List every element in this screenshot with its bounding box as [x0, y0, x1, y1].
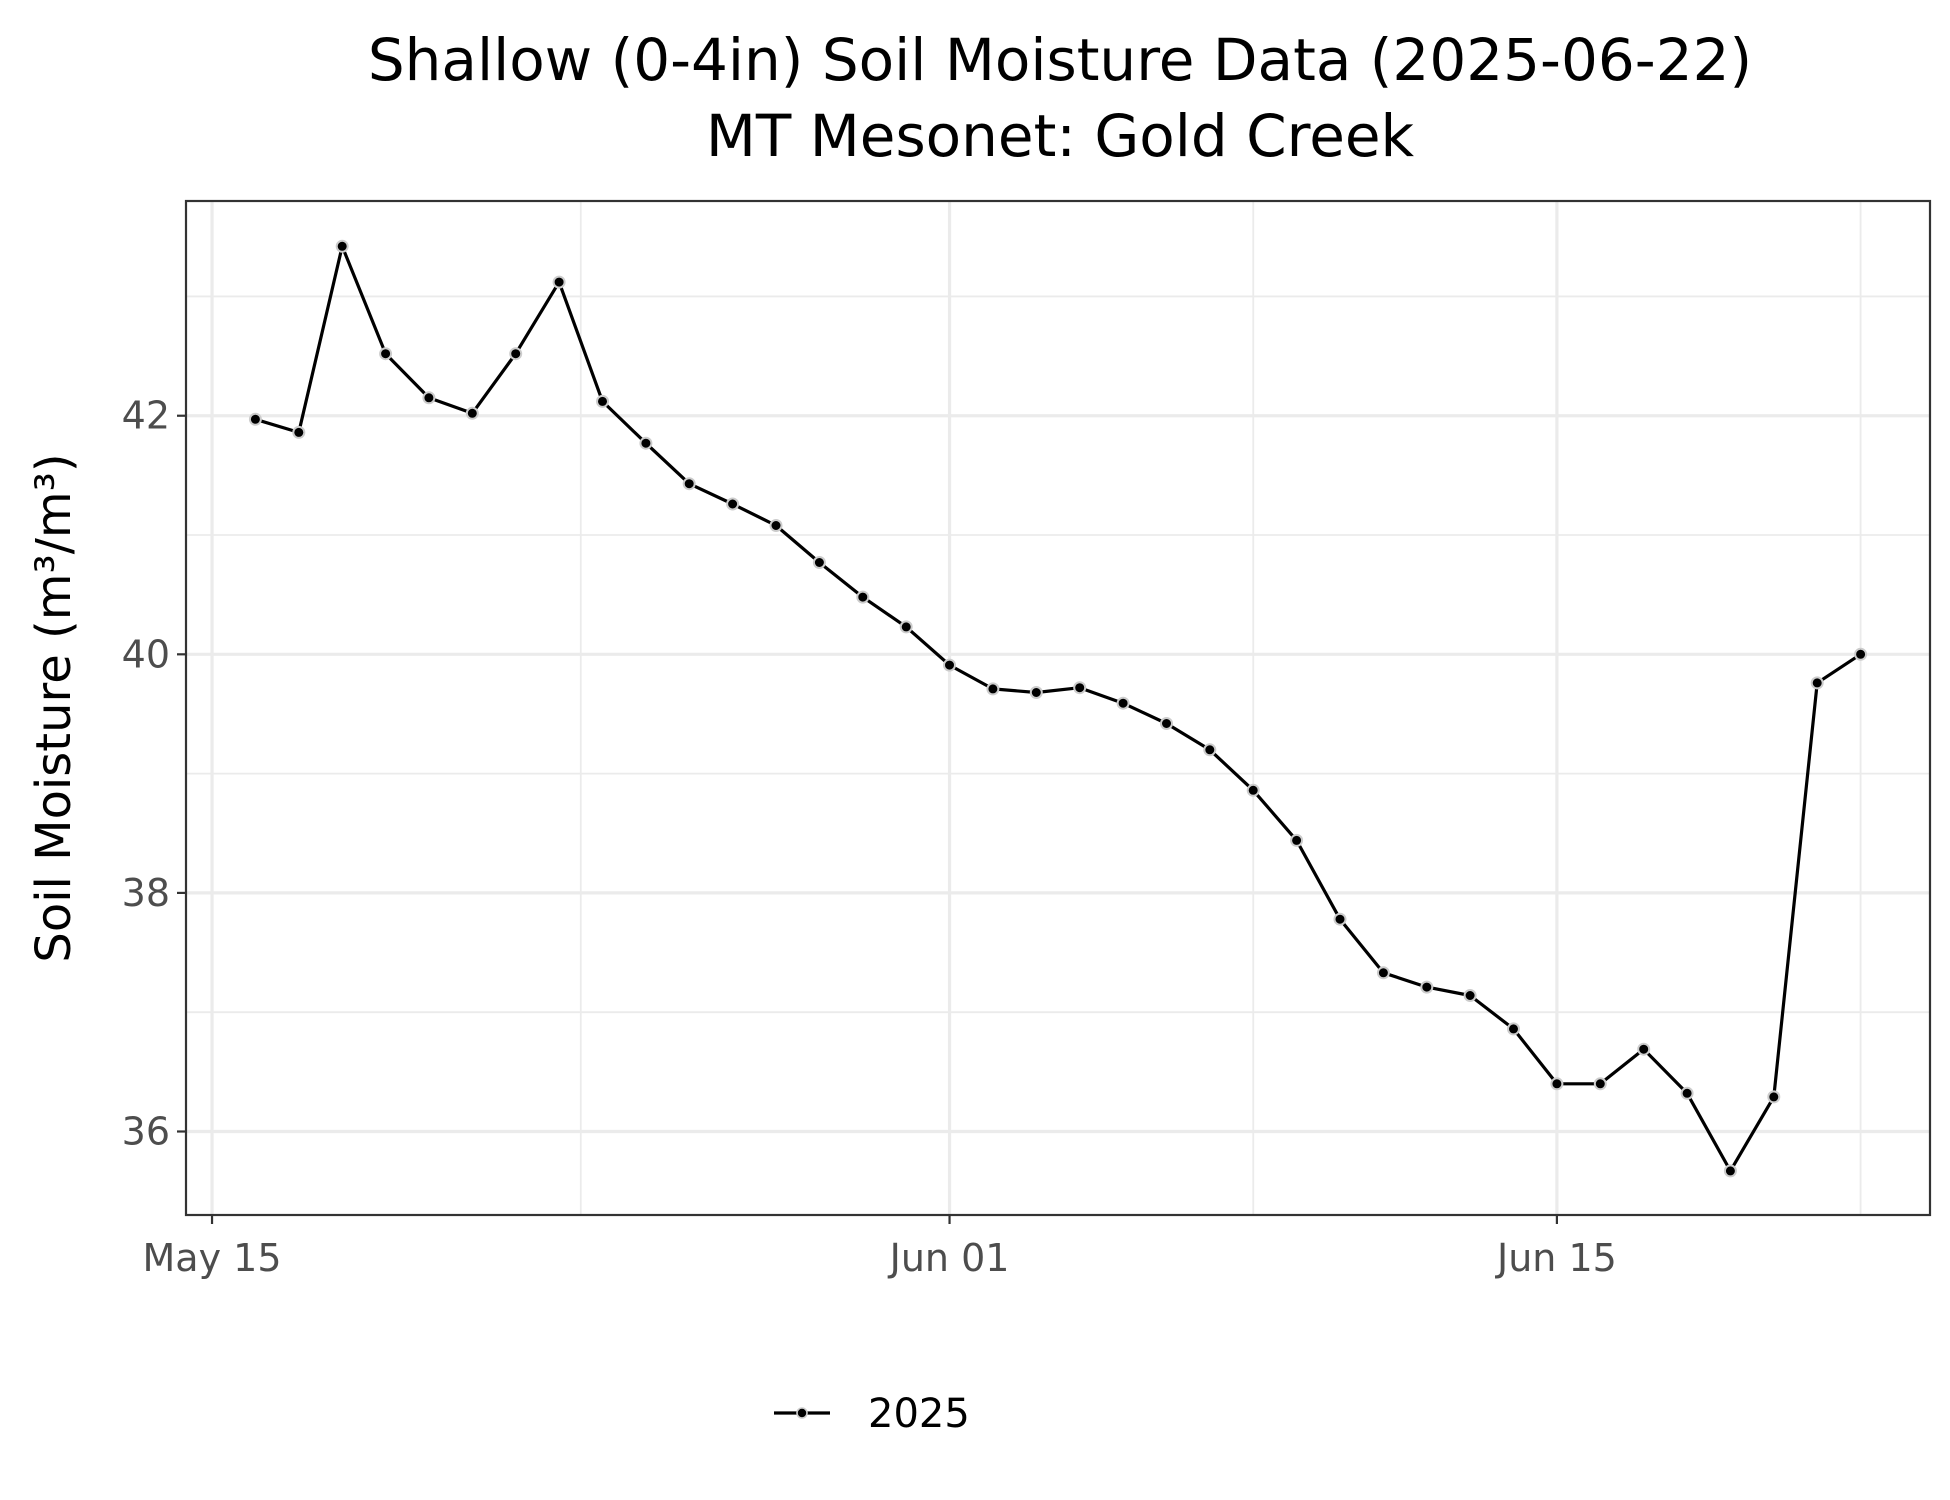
data-point — [552, 275, 566, 289]
chart-title: Shallow (0-4in) Soil Moisture Data (2025… — [368, 26, 1752, 94]
data-point — [682, 477, 696, 491]
y-tick-label: 42 — [122, 394, 170, 438]
data-point — [465, 406, 479, 420]
data-point — [1810, 676, 1824, 690]
data-point — [1029, 686, 1043, 699]
data-point — [812, 556, 826, 569]
legend-point-swatch — [796, 1407, 808, 1419]
data-point — [248, 412, 262, 426]
data-point — [379, 347, 393, 361]
data-point — [1116, 696, 1130, 710]
data-point — [726, 497, 740, 511]
series-line-2025 — [254, 244, 1862, 1173]
data-point — [1246, 783, 1260, 797]
x-tick-label: Jun 01 — [888, 1236, 1010, 1280]
data-point — [509, 347, 523, 361]
y-axis: 36 38 40 42 — [122, 394, 186, 1153]
data-point — [1507, 1022, 1520, 1036]
data-point — [1680, 1086, 1694, 1100]
y-axis-title: Soil Moisture (m³/m³) — [26, 453, 82, 962]
series-layer — [248, 239, 1868, 1178]
data-point — [1290, 833, 1304, 847]
data-point — [1160, 717, 1173, 730]
data-point — [1723, 1164, 1737, 1178]
data-point — [856, 590, 870, 604]
x-axis: May 15 Jun 01 Jun 15 — [143, 1215, 1617, 1280]
data-point — [292, 425, 306, 439]
y-tick-label: 36 — [122, 1109, 170, 1153]
data-point — [1637, 1042, 1651, 1056]
y-tick-label: 38 — [122, 871, 170, 915]
data-point — [986, 682, 1000, 696]
x-tick-label: Jun 15 — [1495, 1236, 1617, 1280]
y-tick-label: 40 — [122, 632, 170, 676]
data-point — [943, 658, 956, 672]
data-point — [1593, 1077, 1607, 1091]
legend: 2025 — [774, 1391, 970, 1437]
x-tick-label: May 15 — [143, 1236, 282, 1280]
data-point — [1333, 912, 1347, 926]
chart-subtitle: MT Mesonet: Gold Creek — [706, 102, 1415, 170]
legend-label-2025: 2025 — [868, 1391, 970, 1437]
data-point — [899, 620, 913, 634]
data-point — [596, 394, 609, 408]
data-point — [639, 436, 653, 450]
plot-panel-border — [184, 199, 1932, 1217]
data-point — [1767, 1090, 1781, 1104]
data-point — [769, 519, 783, 532]
data-point — [1420, 980, 1434, 994]
data-point — [422, 391, 436, 405]
data-point — [1463, 989, 1477, 1002]
data-point — [1550, 1077, 1564, 1091]
data-point — [335, 239, 349, 253]
data-point — [1854, 647, 1868, 661]
data-point — [1203, 743, 1217, 757]
data-point — [1376, 966, 1390, 980]
data-point — [1073, 681, 1087, 695]
